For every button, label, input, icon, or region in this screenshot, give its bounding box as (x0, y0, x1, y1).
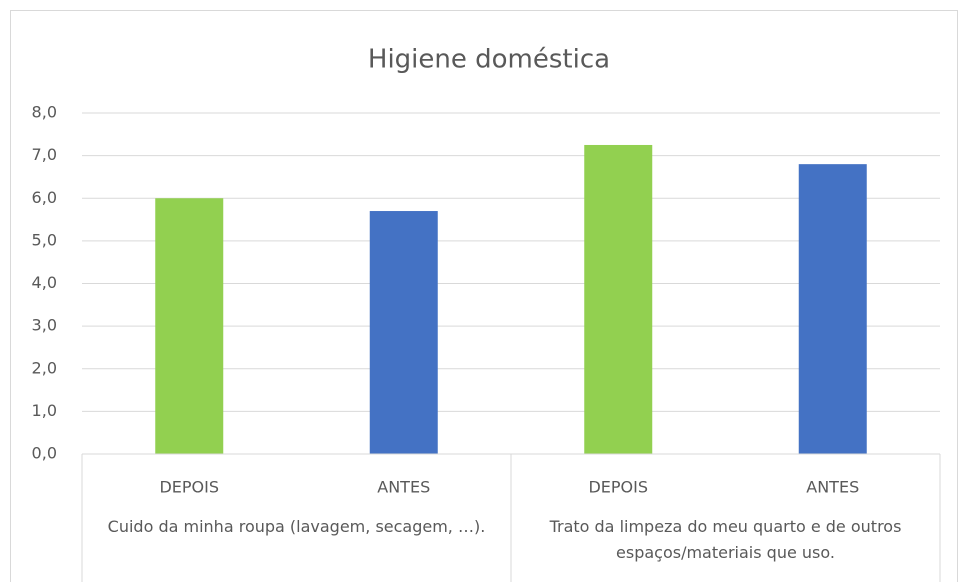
y-tick-label: 2,0 (32, 358, 57, 377)
group-label: Trato da limpeza do meu quarto e de outr… (549, 517, 902, 562)
x-tick-label: ANTES (806, 478, 859, 497)
y-tick-label: 8,0 (32, 103, 57, 122)
y-tick-label: 4,0 (32, 273, 57, 292)
bar (155, 198, 224, 454)
x-tick-label: ANTES (377, 478, 430, 497)
x-tick-label: DEPOIS (588, 478, 648, 497)
x-tick-label: DEPOIS (159, 478, 219, 497)
y-tick-label: 7,0 (32, 145, 57, 164)
chart-title: Higiene doméstica (368, 45, 610, 75)
y-tick-label: 0,0 (32, 444, 57, 463)
group-label: Cuido da minha roupa (lavagem, secagem, … (107, 517, 486, 536)
y-tick-label: 6,0 (32, 188, 57, 207)
bar (369, 211, 438, 454)
bar (798, 164, 867, 454)
y-tick-label: 1,0 (32, 401, 57, 420)
y-tick-label: 3,0 (32, 316, 57, 335)
y-tick-label: 5,0 (32, 230, 57, 249)
bar (584, 144, 653, 454)
